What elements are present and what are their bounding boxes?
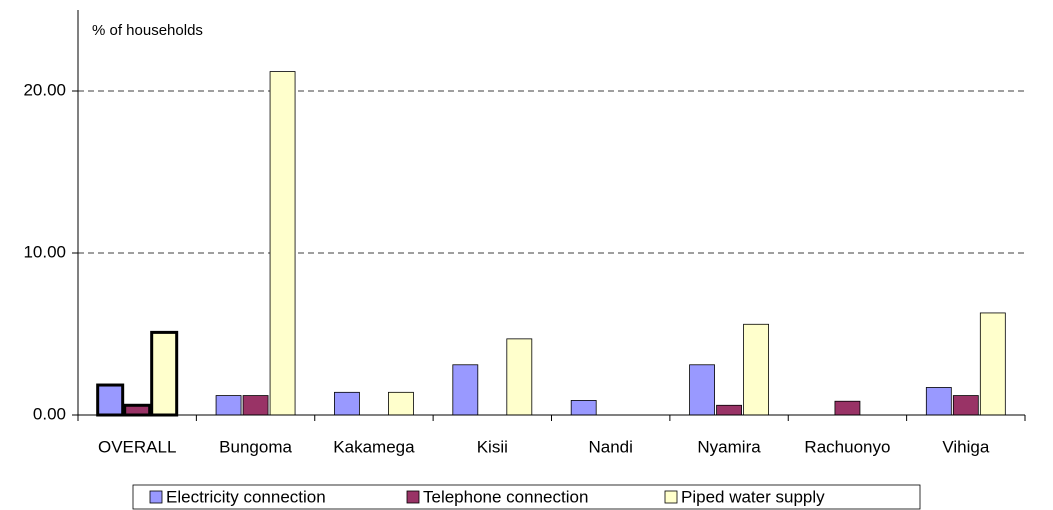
bar [570,400,597,416]
bar [834,400,861,416]
legend-swatch [664,490,678,504]
legend-label: Telephone connection [423,487,588,506]
legend-label: Electricity connection [166,487,326,506]
bar [716,404,742,416]
legend-box [132,484,921,510]
y-axis-label: % of households [92,22,203,39]
x-tick-label: Kisii [477,437,508,456]
bar [96,383,125,417]
x-tick-label: Rachuonyo [804,437,890,456]
bar [952,395,979,416]
bar [506,338,533,416]
x-tick-label: Kakamega [333,437,415,456]
legend-swatch [406,490,420,504]
bar [150,330,179,417]
x-tick-label: Nyamira [697,437,761,456]
bar [215,395,242,416]
bar [452,364,479,416]
bar [242,395,269,416]
bar [334,391,360,416]
bar [925,387,952,416]
legend-label: Piped water supply [681,487,825,506]
x-tick-label: Vihiga [942,437,989,456]
bar [979,312,1006,416]
y-tick-label: 20.00 [23,80,66,99]
y-tick-label: 0.00 [33,404,66,423]
y-tick-label: 10.00 [23,242,66,261]
bar [123,403,152,417]
x-tick-label: OVERALL [98,437,176,456]
legend-swatch [149,490,163,504]
x-tick-label: Bungoma [219,437,292,456]
bar [388,391,414,416]
x-tick-label: Nandi [588,437,632,456]
bar [743,323,769,416]
bar [689,364,715,416]
bar [269,71,296,416]
